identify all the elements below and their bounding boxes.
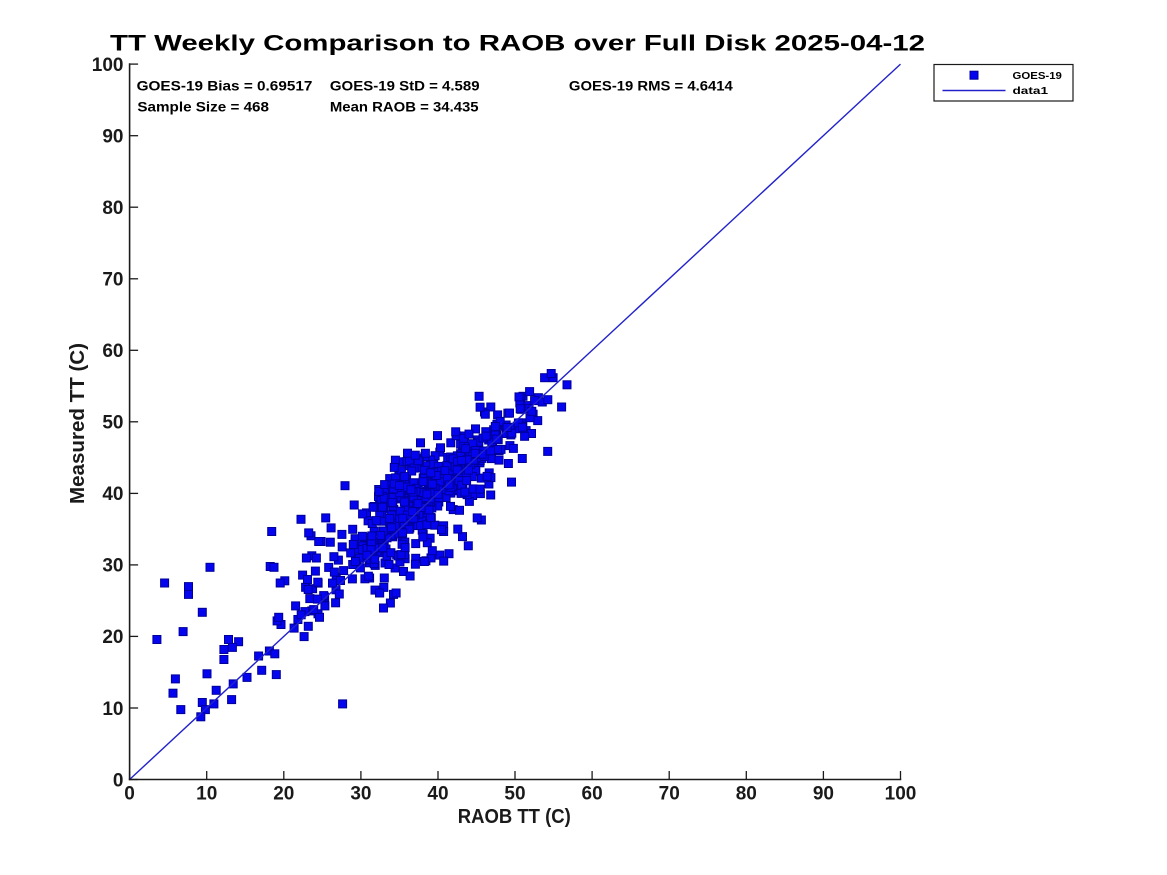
svg-text:80: 80 — [736, 784, 757, 805]
svg-text:50: 50 — [504, 784, 525, 805]
svg-text:GOES-19 StD = 4.589: GOES-19 StD = 4.589 — [330, 79, 480, 94]
svg-text:RAOB TT (C): RAOB TT (C) — [458, 806, 571, 828]
svg-text:Mean RAOB = 34.435: Mean RAOB = 34.435 — [330, 100, 479, 115]
svg-text:10: 10 — [102, 699, 123, 720]
svg-text:30: 30 — [102, 556, 123, 577]
svg-text:20: 20 — [102, 627, 123, 648]
svg-text:Sample Size = 468: Sample Size = 468 — [137, 100, 269, 115]
svg-text:data1: data1 — [1013, 86, 1049, 97]
svg-text:20: 20 — [273, 784, 294, 805]
svg-text:60: 60 — [102, 341, 123, 362]
svg-text:90: 90 — [813, 784, 834, 805]
svg-text:80: 80 — [102, 198, 123, 219]
svg-text:0: 0 — [124, 784, 135, 805]
svg-text:0: 0 — [113, 770, 124, 791]
svg-text:40: 40 — [427, 784, 448, 805]
svg-text:GOES-19: GOES-19 — [1013, 71, 1063, 82]
svg-text:40: 40 — [102, 484, 123, 505]
svg-text:90: 90 — [102, 127, 123, 148]
svg-text:60: 60 — [582, 784, 603, 805]
svg-text:GOES-19 RMS = 4.6414: GOES-19 RMS = 4.6414 — [569, 79, 733, 94]
svg-text:30: 30 — [350, 784, 371, 805]
svg-text:10: 10 — [196, 784, 217, 805]
svg-text:100: 100 — [92, 55, 124, 76]
svg-text:50: 50 — [102, 413, 123, 434]
svg-text:70: 70 — [659, 784, 680, 805]
svg-text:70: 70 — [102, 270, 123, 291]
svg-text:TT Weekly Comparison to RAOB o: TT Weekly Comparison to RAOB over Full D… — [110, 30, 925, 55]
svg-text:GOES-19 Bias = 0.69517: GOES-19 Bias = 0.69517 — [137, 79, 313, 94]
svg-text:100: 100 — [885, 784, 917, 805]
svg-text:Measured TT (C): Measured TT (C) — [67, 343, 89, 504]
